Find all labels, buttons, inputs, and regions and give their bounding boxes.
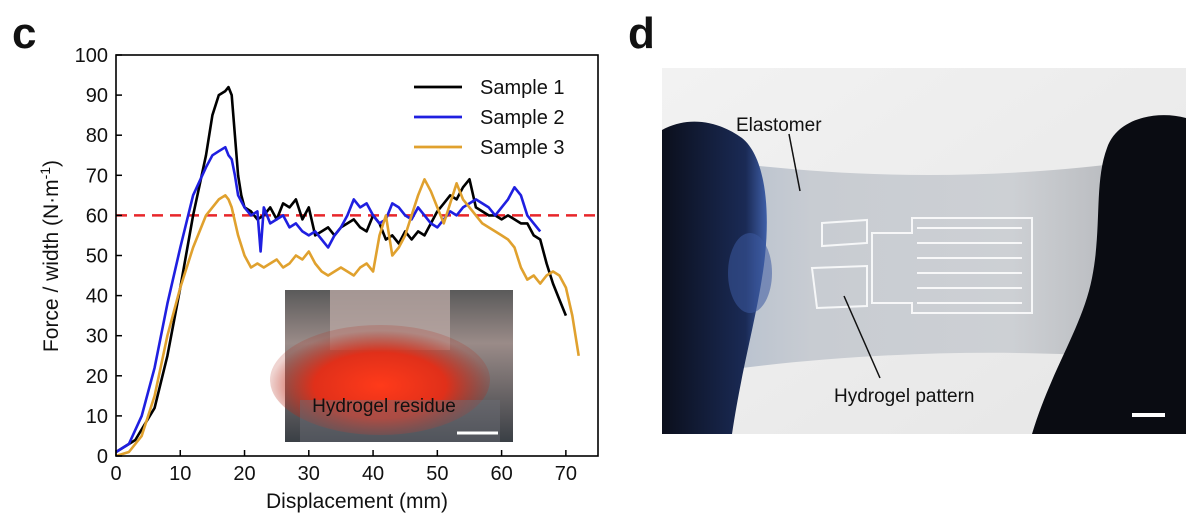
inset-substrate [300, 400, 500, 442]
x-tick-label: 30 [298, 463, 320, 485]
y-axis-label: Force / width (N·m-1) [37, 160, 63, 352]
x-tick-label: 20 [233, 463, 255, 485]
hydrogel-pattern [810, 217, 1033, 314]
y-tick-label: 100 [75, 45, 108, 67]
hydrogel-label: Hydrogel pattern [834, 386, 974, 407]
right-glove [1032, 115, 1186, 434]
legend-label-3: Sample 3 [480, 137, 565, 159]
y-tick-label: 70 [86, 165, 108, 187]
elastomer-label: Elastomer [736, 115, 822, 136]
legend-label-1: Sample 1 [480, 77, 565, 99]
inset-caption: Hydrogel residue [312, 396, 456, 417]
x-tick-label: 70 [555, 463, 577, 485]
y-tick-label: 50 [86, 246, 108, 268]
ticks-layer: 0 10 20 30 40 50 60 70 0 10 20 30 40 50 60 70 80 90 100 [75, 45, 577, 485]
y-tick-label: 20 [86, 366, 108, 388]
y-tick-label: 40 [86, 286, 108, 308]
elastomer-photo: Elastomer Hydrogel pattern [662, 68, 1186, 434]
panel-label-c: c [12, 9, 37, 58]
legend: Sample 1 Sample 2 Sample 3 [414, 77, 565, 159]
x-tick-label: 40 [362, 463, 384, 485]
y-tick-label: 80 [86, 125, 108, 147]
series-line-3 [116, 178, 580, 456]
x-tick-label: 0 [110, 463, 121, 485]
elastomer-leader-line [788, 133, 801, 192]
y-tick-label: 30 [86, 326, 108, 348]
inset-red-residue [270, 325, 490, 435]
y-axis-label-sup: -1 [37, 167, 53, 180]
elastomer-sheet [732, 163, 1132, 368]
x-tick-label: 10 [169, 463, 191, 485]
x-axis-label: Displacement (mm) [266, 490, 448, 513]
series-line-2 [116, 145, 542, 454]
y-axis-label-main: Force / width (N·m [40, 179, 63, 352]
legend-label-2: Sample 2 [480, 107, 565, 129]
x-tick-label: 50 [426, 463, 448, 485]
left-glove [662, 121, 767, 434]
panel-label-d: d [628, 9, 655, 58]
left-thumb-highlight [728, 233, 772, 313]
y-tick-label: 60 [86, 205, 108, 227]
y-tick-label: 0 [97, 446, 108, 468]
y-axis-label-tail: ) [40, 160, 63, 167]
force-displacement-chart: Hydrogel residue 0 10 20 30 40 50 60 70 0 10 20 30 4… [37, 45, 599, 513]
series-layer [116, 85, 580, 456]
y-tick-label: 90 [86, 85, 108, 107]
hydrogel-leader-line [843, 295, 881, 379]
inset-photo: Hydrogel residue [270, 290, 513, 442]
x-tick-label: 60 [490, 463, 512, 485]
y-tick-label: 10 [86, 406, 108, 428]
